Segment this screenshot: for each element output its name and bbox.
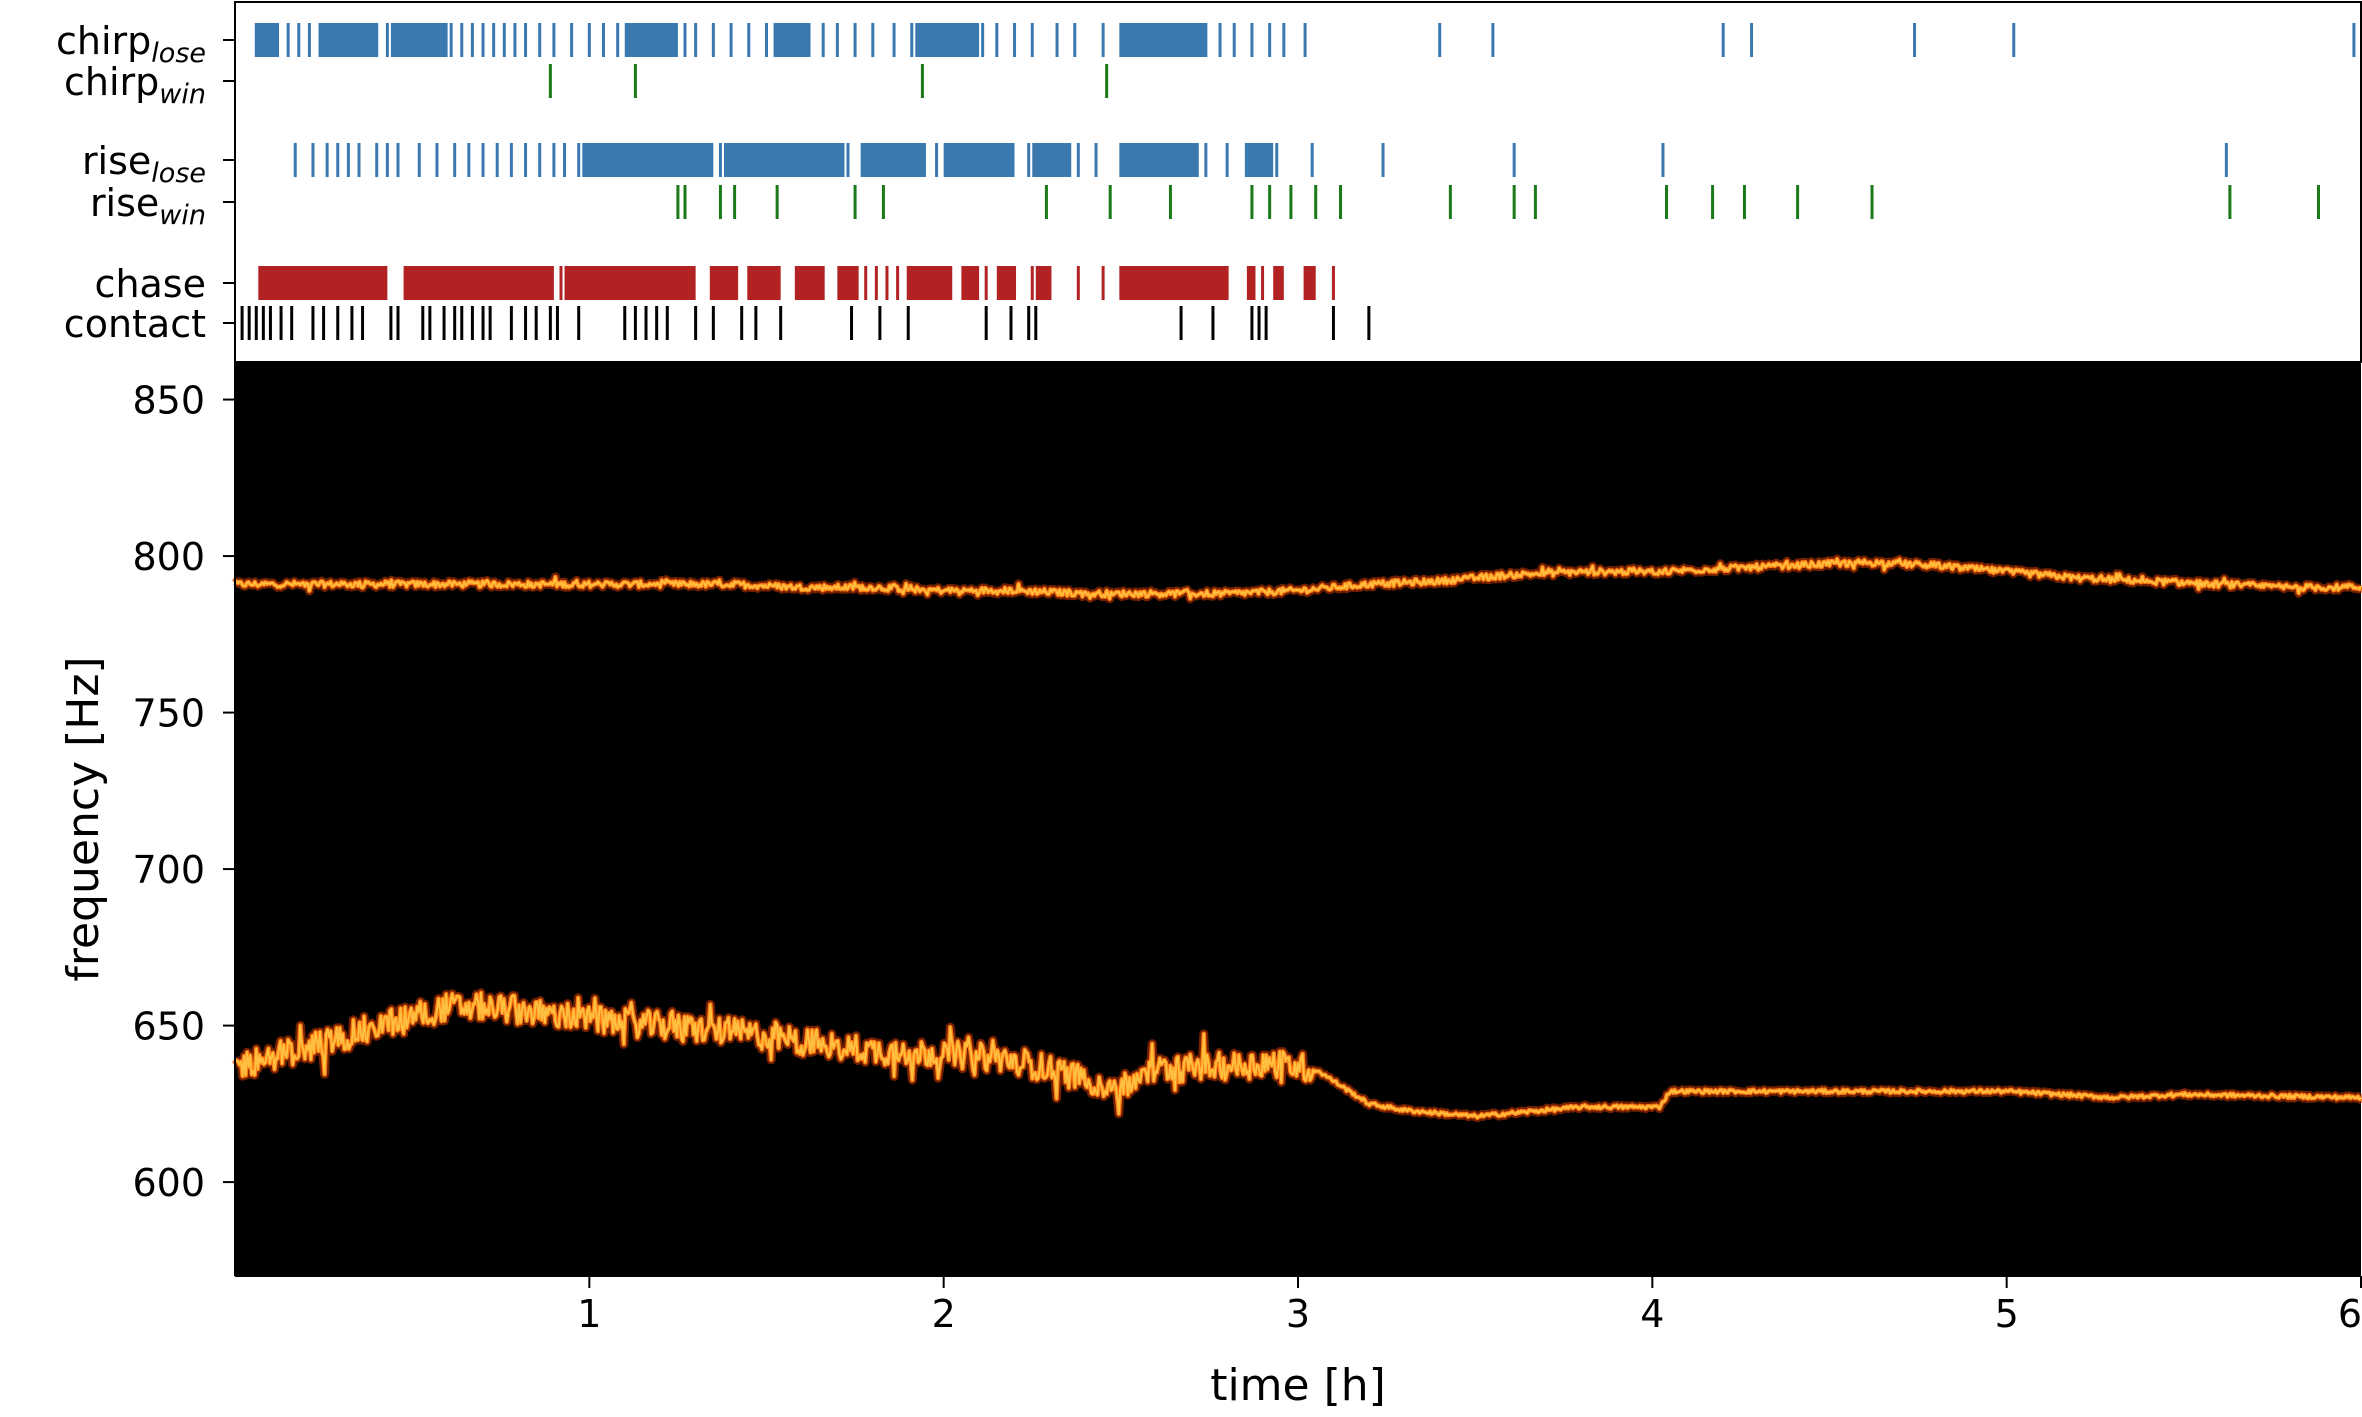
row-label-chase: chase: [95, 262, 206, 306]
row-label-rise_win: risewin: [90, 181, 206, 231]
trace-core: [234, 991, 2362, 1119]
event-block: [1273, 266, 1284, 300]
raster-row-chase: [258, 266, 1335, 300]
trace-core: [234, 558, 2362, 600]
y-tick-label: 700: [132, 848, 205, 892]
x-tick-label: 6: [2338, 1292, 2362, 1336]
raster-row-rise_win: [676, 185, 2320, 219]
raster-frame: [234, 1, 2362, 363]
event-block: [1120, 143, 1199, 177]
row-label-rise_lose: riselose: [82, 139, 206, 189]
row-label-subscript: win: [159, 200, 206, 231]
row-label-text: chirp: [56, 19, 151, 63]
event-block: [1248, 266, 1256, 300]
event-block: [961, 266, 980, 300]
event-block: [908, 266, 951, 300]
event-block: [582, 143, 714, 177]
raster-row-chirp_lose: [254, 23, 2356, 57]
row-label-chirp_lose: chirplose: [56, 19, 206, 69]
event-block: [773, 23, 810, 57]
x-tick-label: 4: [1640, 1292, 1664, 1336]
event-block: [624, 23, 678, 57]
y-tick-label: 750: [132, 692, 205, 736]
event-block: [564, 266, 696, 300]
event-block: [1305, 266, 1316, 300]
x-tick-label: 3: [1286, 1292, 1310, 1336]
frequency-trace-2: [231, 988, 2362, 1123]
event-block: [723, 143, 845, 177]
y-axis-label: frequency [Hz]: [58, 656, 109, 981]
row-label-text: chirp: [64, 60, 159, 104]
raster-row-rise_lose: [293, 143, 2228, 177]
raster-row-chirp_win: [548, 64, 1109, 98]
row-label-subscript: win: [159, 79, 206, 110]
x-tick-label: 2: [932, 1292, 956, 1336]
event-block: [794, 266, 824, 300]
x-tick-label: 5: [1995, 1292, 2019, 1336]
row-label-contact: contact: [64, 302, 206, 346]
x-axis-label: time [h]: [1210, 1360, 1386, 1411]
raster-labels: chirplosechirpwinriseloserisewinchasecon…: [56, 19, 235, 346]
y-tick-label: 800: [132, 535, 205, 579]
x-tick-label: 1: [577, 1292, 601, 1336]
row-label-text: chase: [95, 262, 206, 306]
row-label-subscript: lose: [151, 158, 206, 189]
event-block: [1032, 143, 1072, 177]
y-tick-label: 650: [132, 1005, 205, 1049]
raster-row-contact: [240, 306, 1371, 340]
raster-rows: [240, 23, 2356, 340]
event-block: [996, 266, 1015, 300]
frequency-trace-1: [231, 554, 2362, 604]
event-raster-panel: chirplosechirpwinriseloserisewinchasecon…: [56, 1, 2362, 363]
spectrogram-panel: 600 650 700 750 800 850 1 2 3 4 5 6 frequency [Hz]…: [58, 362, 2362, 1411]
row-label-text: contact: [64, 302, 206, 346]
event-block: [1035, 266, 1050, 300]
row-label-text: rise: [82, 139, 151, 183]
row-label-subscript: lose: [151, 38, 206, 69]
event-block: [320, 23, 377, 57]
y-axis-ticks: 600 650 700 750 800 850: [132, 379, 235, 1205]
x-axis-ticks: 1 2 3 4 5 6: [234, 362, 2362, 1336]
event-block: [748, 266, 781, 300]
event-block: [837, 266, 859, 300]
y-tick-label: 600: [132, 1161, 205, 1205]
row-label-chirp_win: chirpwin: [64, 60, 206, 110]
y-tick-label: 850: [132, 379, 205, 423]
spectrogram-background: [235, 362, 2361, 1276]
event-block: [405, 266, 554, 300]
row-label-text: rise: [90, 181, 159, 225]
frequency-traces: [231, 554, 2362, 1123]
